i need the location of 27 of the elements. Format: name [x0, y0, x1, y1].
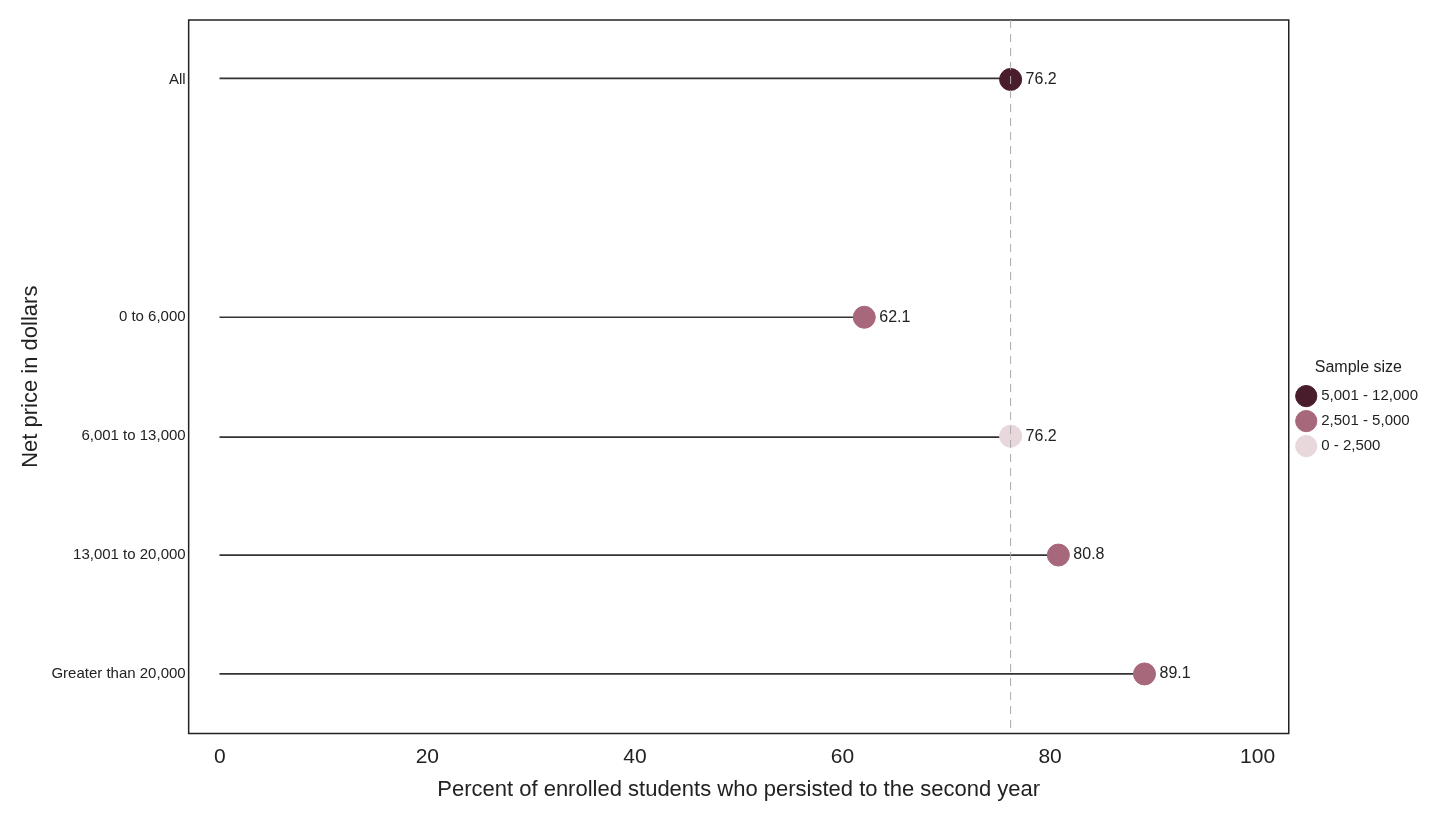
- x-tick-label: 40: [623, 743, 647, 767]
- x-tick-label: 20: [415, 743, 440, 767]
- legend-label: 5,001 - 12,000: [1321, 386, 1418, 404]
- x-tick-label: 60: [830, 743, 855, 767]
- y-tick-label: All: [168, 69, 186, 87]
- point: [999, 424, 1023, 448]
- point: [1133, 662, 1156, 686]
- y-tick-label: 13,001 to 20,000: [73, 545, 186, 563]
- x-tick-label: 80: [1038, 743, 1062, 767]
- point: [1046, 543, 1070, 567]
- x-tick-label: 0: [213, 743, 226, 767]
- data-label: 80.8: [1073, 545, 1105, 563]
- point: [852, 305, 876, 329]
- y-tick-label: Greater than 20,000: [51, 664, 186, 682]
- legend-label: 0 - 2,500: [1321, 436, 1381, 454]
- legend-label: 2,501 - 5,000: [1321, 411, 1410, 429]
- y-tick-label: 6,001 to 13,000: [81, 426, 186, 444]
- data-label: 89.1: [1159, 664, 1191, 682]
- x-axis-title: Percent of enrolled students who persisted to the second year: [437, 775, 1041, 801]
- legend-title: Sample size: [1314, 357, 1403, 375]
- data-label: 62.1: [879, 307, 911, 325]
- y-tick-label: 0 to 6,000: [118, 307, 186, 325]
- y-axis-title: Net price in dollars: [17, 285, 43, 468]
- point: [999, 67, 1023, 91]
- x-tick-label: 100: [1240, 743, 1276, 767]
- data-label: 76.2: [1025, 426, 1057, 444]
- data-label: 76.2: [1025, 69, 1057, 87]
